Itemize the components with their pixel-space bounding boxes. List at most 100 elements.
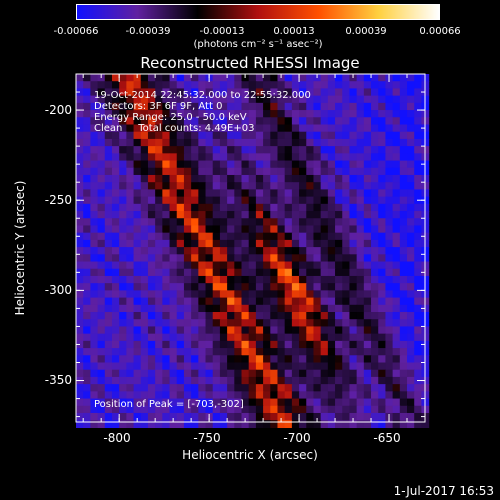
heatmap-cell	[270, 290, 279, 299]
heatmap-cell	[263, 95, 271, 104]
heatmap-cell	[327, 297, 336, 306]
heatmap-cell	[335, 182, 343, 190]
heatmap-cell	[335, 355, 343, 364]
heatmap-cell	[111, 239, 120, 248]
heatmap-cell	[313, 326, 322, 335]
heatmap-cell	[97, 211, 106, 219]
heatmap-cell	[212, 376, 221, 385]
heatmap-cell	[205, 384, 214, 392]
heatmap-cell	[327, 239, 336, 248]
heatmap-cell	[327, 362, 336, 371]
heatmap-cell	[133, 167, 142, 176]
heatmap-cell	[212, 340, 221, 349]
heatmap-cell	[263, 369, 271, 378]
heatmap-cell	[176, 319, 185, 328]
heatmap-cell	[327, 88, 336, 97]
heatmap-cell	[83, 225, 91, 234]
heatmap-cell	[176, 189, 185, 198]
heatmap-cell	[147, 247, 156, 255]
heatmap-cell	[320, 189, 329, 198]
heatmap-cell	[342, 182, 351, 190]
heatmap-cell	[407, 391, 415, 400]
heatmap-cell	[183, 369, 192, 378]
heatmap-cell	[219, 254, 228, 263]
heatmap-cell	[255, 110, 264, 118]
heatmap-cell	[284, 254, 293, 263]
heatmap-cell	[385, 124, 394, 133]
heatmap-cell	[198, 398, 207, 407]
heatmap-cell	[407, 189, 415, 198]
heatmap-cell	[76, 239, 84, 248]
heatmap-cell	[363, 326, 372, 335]
heatmap-cell	[378, 88, 387, 97]
heatmap-cell	[263, 333, 271, 342]
heatmap-cell	[155, 232, 163, 241]
heatmap-cell	[83, 369, 91, 378]
heatmap-cell	[147, 138, 156, 147]
heatmap-cell	[198, 239, 207, 248]
heatmap-cell	[327, 211, 336, 219]
heatmap-cell	[191, 124, 199, 133]
heatmap-cell	[205, 239, 214, 248]
heatmap-cell	[140, 333, 149, 342]
heatmap-cell	[356, 110, 365, 118]
heatmap-cell	[83, 268, 91, 277]
heatmap-cell	[83, 211, 91, 219]
heatmap-cell	[83, 326, 91, 335]
heatmap-cell	[234, 384, 243, 392]
heatmap-cell	[270, 304, 279, 313]
heatmap-cell	[299, 117, 307, 126]
heatmap-cell	[378, 131, 387, 140]
heatmap-cell	[133, 189, 142, 198]
heatmap-cell	[385, 81, 394, 90]
heatmap-cell	[392, 88, 401, 97]
heatmap-cell	[90, 131, 99, 140]
heatmap-cell	[104, 304, 113, 313]
heatmap-cell	[356, 247, 365, 255]
heatmap-cell	[140, 261, 149, 270]
heatmap-cell	[104, 283, 113, 291]
heatmap-cell	[363, 196, 372, 205]
heatmap-cell	[407, 412, 415, 421]
heatmap-cell	[183, 211, 192, 219]
heatmap-cell	[263, 117, 271, 126]
heatmap-cell	[183, 74, 192, 82]
heatmap-cell	[176, 146, 185, 154]
heatmap-cell	[270, 369, 279, 378]
x-tick-label: -750	[193, 431, 220, 445]
heatmap-cell	[176, 275, 185, 284]
heatmap-cell	[219, 110, 228, 118]
heatmap-cell	[90, 146, 99, 154]
colorbar-tick-label: -0.00039	[125, 26, 171, 37]
heatmap-cell	[335, 232, 343, 241]
heatmap-cell	[76, 110, 84, 118]
heatmap-cell	[407, 247, 415, 255]
heatmap-cell	[227, 146, 235, 154]
heatmap-cell	[327, 81, 336, 90]
heatmap-cell	[133, 95, 142, 104]
heatmap-cell	[147, 74, 156, 82]
heatmap-cell	[407, 398, 415, 407]
heatmap-cell	[399, 153, 408, 162]
heatmap-cell	[270, 420, 279, 429]
heatmap-cell	[248, 420, 257, 429]
heatmap-cell	[363, 211, 372, 219]
heatmap-cell	[255, 160, 264, 169]
heatmap-cell	[227, 232, 235, 241]
heatmap-cell	[291, 218, 300, 227]
heatmap-cell	[399, 319, 408, 328]
heatmap-cell	[169, 211, 178, 219]
heatmap-cell	[227, 355, 235, 364]
heatmap-cell	[198, 174, 207, 183]
heatmap-cell	[140, 218, 149, 227]
heatmap-cell	[270, 218, 279, 227]
heatmap-cell	[291, 232, 300, 241]
heatmap-cell	[176, 117, 185, 126]
heatmap-cell	[212, 218, 221, 227]
heatmap-cell	[299, 239, 307, 248]
heatmap-cell	[392, 74, 401, 82]
heatmap-cell	[356, 405, 365, 414]
heatmap-cell	[219, 102, 228, 111]
heatmap-cell	[241, 124, 250, 133]
heatmap-cell	[147, 275, 156, 284]
